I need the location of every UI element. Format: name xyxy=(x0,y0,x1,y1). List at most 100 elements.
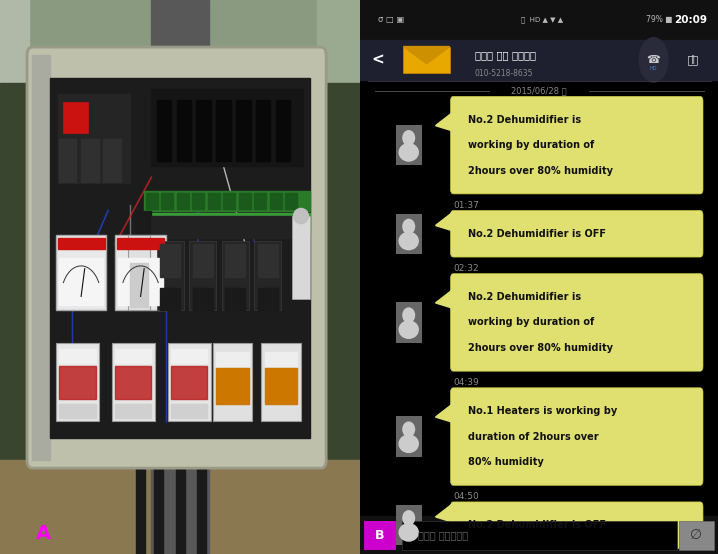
Bar xyxy=(364,521,396,550)
FancyBboxPatch shape xyxy=(450,502,703,548)
Bar xyxy=(157,100,171,161)
Text: 80% humidity: 80% humidity xyxy=(467,457,544,467)
Ellipse shape xyxy=(402,130,415,146)
Bar xyxy=(81,138,100,183)
Bar xyxy=(50,78,310,438)
Bar xyxy=(286,193,297,209)
Bar xyxy=(265,368,297,404)
Ellipse shape xyxy=(293,208,309,224)
Bar xyxy=(396,302,421,342)
Bar xyxy=(103,138,122,183)
Ellipse shape xyxy=(402,307,415,323)
Ellipse shape xyxy=(402,510,415,526)
Ellipse shape xyxy=(398,434,419,453)
Bar xyxy=(216,100,230,161)
Text: working by duration of: working by duration of xyxy=(467,140,594,150)
Text: duration of 2hours over: duration of 2hours over xyxy=(467,432,598,442)
Bar xyxy=(236,100,251,161)
Bar xyxy=(157,241,184,310)
FancyArrow shape xyxy=(176,460,185,554)
Polygon shape xyxy=(436,212,453,231)
Bar xyxy=(137,211,151,238)
Bar xyxy=(160,288,180,310)
Bar xyxy=(239,193,251,209)
Text: ⏰  HD ▲ ▼ ▲: ⏰ HD ▲ ▼ ▲ xyxy=(521,17,564,23)
Bar xyxy=(223,193,235,209)
Text: No.2 Dehumidifier is OFF: No.2 Dehumidifier is OFF xyxy=(467,520,606,530)
Bar xyxy=(171,404,208,418)
Bar xyxy=(192,193,204,209)
Text: 2hours over 80% humidity: 2hours over 80% humidity xyxy=(467,166,612,176)
Text: 79% ■: 79% ■ xyxy=(646,16,673,24)
Bar xyxy=(213,343,252,421)
Bar xyxy=(171,366,208,399)
Bar xyxy=(162,193,173,209)
FancyArrow shape xyxy=(197,460,206,554)
Text: 02:32: 02:32 xyxy=(453,264,479,273)
Bar xyxy=(256,100,270,161)
Text: No.2 Dehumidifier is: No.2 Dehumidifier is xyxy=(467,115,581,125)
Ellipse shape xyxy=(402,219,415,234)
Polygon shape xyxy=(436,112,453,131)
FancyBboxPatch shape xyxy=(450,211,703,257)
Bar xyxy=(146,193,157,209)
Bar xyxy=(396,214,421,254)
Bar xyxy=(56,343,99,421)
Bar xyxy=(112,343,155,421)
Bar xyxy=(116,235,166,310)
Bar xyxy=(254,241,281,310)
Bar xyxy=(151,0,209,554)
Circle shape xyxy=(639,38,668,82)
Text: 2hours over 80% humidity: 2hours over 80% humidity xyxy=(467,343,612,353)
Text: <: < xyxy=(371,52,384,68)
FancyArrow shape xyxy=(154,460,163,554)
Bar xyxy=(197,100,211,161)
Bar xyxy=(404,47,449,73)
Bar xyxy=(167,343,211,421)
Ellipse shape xyxy=(398,232,419,250)
Bar xyxy=(116,349,151,363)
FancyBboxPatch shape xyxy=(27,47,326,468)
Text: No.2 Dehumidifier is OFF: No.2 Dehumidifier is OFF xyxy=(467,229,606,239)
Text: working by duration of: working by duration of xyxy=(467,317,594,327)
Bar xyxy=(254,193,266,209)
Bar xyxy=(208,193,220,209)
Bar xyxy=(0,460,360,554)
Bar xyxy=(360,516,718,554)
Ellipse shape xyxy=(398,143,419,162)
Bar xyxy=(216,368,248,404)
Bar xyxy=(57,94,130,183)
FancyBboxPatch shape xyxy=(450,274,703,371)
Bar xyxy=(116,366,151,399)
Text: 20:09: 20:09 xyxy=(674,15,707,25)
Bar xyxy=(396,125,421,165)
Text: 010-5218-8635: 010-5218-8635 xyxy=(475,69,533,78)
Ellipse shape xyxy=(398,320,419,339)
Bar xyxy=(60,366,95,399)
Text: 흰녹밹 발생 환경제어: 흰녹밹 발생 환경제어 xyxy=(475,50,536,60)
Bar xyxy=(360,0,718,40)
Bar xyxy=(130,263,148,307)
Bar xyxy=(0,0,360,83)
Text: ☎: ☎ xyxy=(647,55,661,65)
Polygon shape xyxy=(436,503,453,522)
Ellipse shape xyxy=(402,422,415,437)
Bar xyxy=(59,138,78,183)
Bar xyxy=(177,193,189,209)
Text: 01:37: 01:37 xyxy=(453,201,480,210)
Ellipse shape xyxy=(398,523,419,542)
Bar xyxy=(116,404,151,418)
Bar xyxy=(151,216,307,238)
Bar xyxy=(360,40,718,80)
Bar xyxy=(32,55,50,460)
Bar xyxy=(193,288,213,310)
Bar xyxy=(144,213,310,233)
Bar xyxy=(56,235,106,310)
Bar xyxy=(222,241,248,310)
Bar xyxy=(225,244,245,277)
Text: No.2 Dehumidifier is: No.2 Dehumidifier is xyxy=(467,292,581,302)
Text: HD: HD xyxy=(650,66,658,71)
Bar xyxy=(177,100,191,161)
Bar xyxy=(128,235,149,310)
Text: σ □ ▣: σ □ ▣ xyxy=(378,16,404,24)
